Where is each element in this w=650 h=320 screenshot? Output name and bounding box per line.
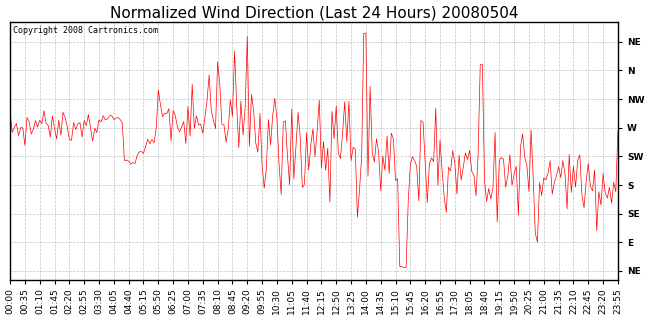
Title: Normalized Wind Direction (Last 24 Hours) 20080504: Normalized Wind Direction (Last 24 Hours… [110,5,518,20]
Text: Copyright 2008 Cartronics.com: Copyright 2008 Cartronics.com [13,26,158,35]
